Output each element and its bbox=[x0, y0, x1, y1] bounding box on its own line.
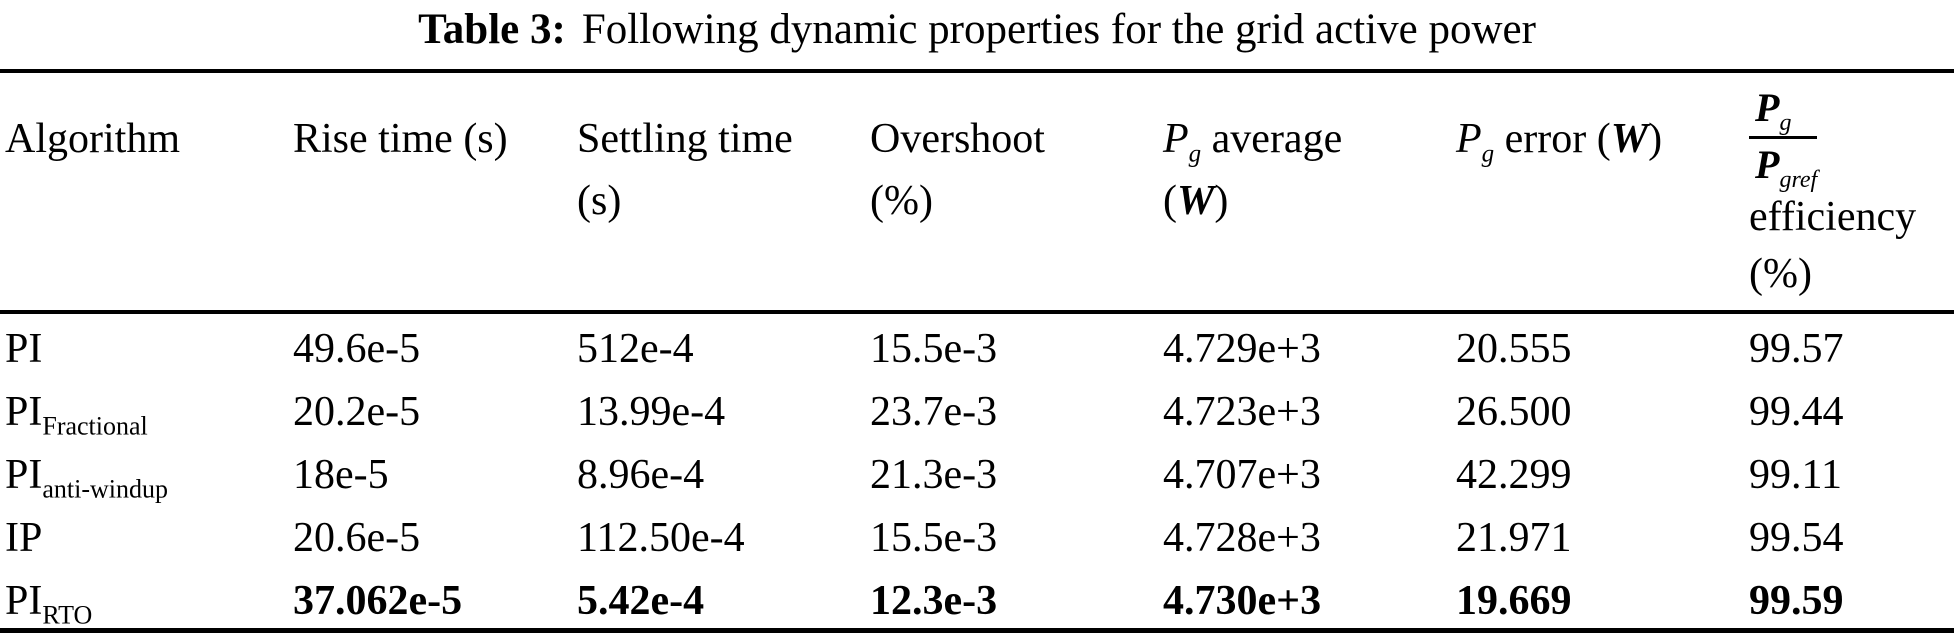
cell-overshoot: 15.5e-3 bbox=[870, 326, 998, 372]
cell-settling-time: 8.96e-4 bbox=[577, 452, 705, 498]
cell-pg-average: 4.729e+3 bbox=[1163, 326, 1321, 372]
fraction-numerator: Pg bbox=[1749, 84, 1818, 139]
fraction-denominator: Pgref bbox=[1755, 142, 1818, 193]
column-header-pg-average: Pg average (W) bbox=[1163, 82, 1456, 303]
cell-efficiency: 99.44 bbox=[1749, 389, 1844, 435]
pg-over-pgref-fraction: Pg Pgref bbox=[1749, 84, 1818, 193]
table-caption-label: Table 3: bbox=[418, 6, 566, 53]
cell-overshoot: 21.3e-3 bbox=[870, 452, 998, 498]
header-label: efficiency bbox=[1749, 194, 1917, 240]
cell-pg-error: 21.971 bbox=[1456, 515, 1572, 561]
cell-pg-error: 26.500 bbox=[1456, 389, 1572, 435]
column-header-pg-error: Pg error (W) bbox=[1456, 82, 1749, 303]
cell-settling-time: 13.99e-4 bbox=[577, 389, 726, 435]
cell-settling-time: 512e-4 bbox=[577, 326, 694, 372]
row-label-pi-rto: PIRTO bbox=[5, 578, 93, 630]
table-bottom-rule bbox=[0, 628, 1954, 633]
table-caption: Table 3: Following dynamic properties for… bbox=[0, 4, 1954, 56]
header-label: Settling time bbox=[577, 116, 793, 162]
cell-efficiency: 99.54 bbox=[1749, 515, 1844, 561]
cell-overshoot: 12.3e-3 bbox=[870, 578, 998, 624]
header-unit: (W) bbox=[1163, 178, 1229, 224]
header-label: Rise time (s) bbox=[293, 116, 508, 162]
column-header-settling-time: Settling time (s) bbox=[577, 82, 870, 303]
cell-pg-average: 4.728e+3 bbox=[1163, 515, 1321, 561]
cell-rise-time: 18e-5 bbox=[293, 452, 389, 498]
row-label-pi: PI bbox=[5, 326, 43, 372]
column-header-overshoot: Overshoot (%) bbox=[870, 82, 1163, 303]
header-label: Pg error (W) bbox=[1456, 116, 1663, 168]
header-unit: (s) bbox=[577, 178, 622, 224]
cell-rise-time: 20.6e-5 bbox=[293, 515, 421, 561]
row-label-ip: IP bbox=[5, 515, 43, 561]
column-header-efficiency: Pg Pgref efficiency (%) bbox=[1749, 82, 1949, 303]
header-unit: (%) bbox=[870, 178, 933, 224]
header-label: Algorithm bbox=[5, 116, 180, 162]
table-body: PI 49.6e-5 512e-4 15.5e-3 4.729e+3 20.55… bbox=[5, 318, 1949, 633]
header-label: Pg average bbox=[1163, 116, 1343, 168]
cell-rise-time: 37.062e-5 bbox=[293, 578, 463, 624]
column-header-algorithm: Algorithm bbox=[5, 82, 293, 303]
cell-overshoot: 15.5e-3 bbox=[870, 515, 998, 561]
cell-pg-average: 4.723e+3 bbox=[1163, 389, 1321, 435]
header-label: Overshoot bbox=[870, 116, 1045, 162]
cell-pg-error: 42.299 bbox=[1456, 452, 1572, 498]
cell-settling-time: 5.42e-4 bbox=[577, 578, 705, 624]
cell-overshoot: 23.7e-3 bbox=[870, 389, 998, 435]
table-header-row: Algorithm Rise time (s) Settling time (s… bbox=[5, 82, 1949, 303]
row-label-pi-anti-windup: PIanti-windup bbox=[5, 452, 169, 504]
cell-pg-error: 20.555 bbox=[1456, 326, 1572, 372]
cell-efficiency: 99.57 bbox=[1749, 326, 1844, 372]
cell-pg-error: 19.669 bbox=[1456, 578, 1572, 624]
cell-pg-average: 4.730e+3 bbox=[1163, 578, 1322, 624]
cell-efficiency: 99.59 bbox=[1749, 578, 1844, 624]
cell-efficiency: 99.11 bbox=[1749, 452, 1842, 498]
table-header-rule bbox=[0, 310, 1954, 314]
column-header-rise-time: Rise time (s) bbox=[293, 82, 577, 303]
cell-settling-time: 112.50e-4 bbox=[577, 515, 745, 561]
cell-rise-time: 20.2e-5 bbox=[293, 389, 421, 435]
table-top-rule bbox=[0, 69, 1954, 73]
header-unit: (%) bbox=[1749, 251, 1812, 297]
cell-rise-time: 49.6e-5 bbox=[293, 326, 421, 372]
cell-pg-average: 4.707e+3 bbox=[1163, 452, 1321, 498]
table-caption-text: Following dynamic properties for the gri… bbox=[581, 6, 1536, 53]
row-label-pi-fractional: PIFractional bbox=[5, 389, 148, 441]
